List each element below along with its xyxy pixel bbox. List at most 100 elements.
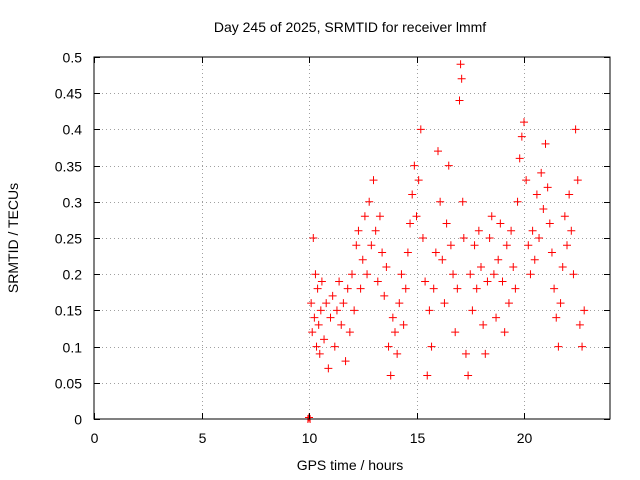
data-point (481, 349, 490, 358)
data-point (423, 371, 432, 380)
data-point (371, 226, 380, 235)
data-point (539, 205, 548, 214)
data-point (316, 306, 325, 315)
data-point (395, 299, 404, 308)
x-tick-label: 5 (199, 430, 207, 446)
data-point (517, 132, 526, 141)
data-point (468, 306, 477, 315)
data-point (575, 320, 584, 329)
data-point (550, 284, 559, 293)
data-point (307, 299, 316, 308)
data-point (358, 255, 367, 264)
y-tick-label: 0 (74, 412, 82, 428)
data-point (352, 241, 361, 250)
data-point (391, 328, 399, 337)
data-point (341, 357, 350, 366)
data-point (449, 270, 458, 279)
data-point (330, 342, 339, 351)
data-point (446, 241, 455, 250)
data-point (308, 328, 317, 337)
data-point (373, 277, 382, 286)
data-point (438, 255, 447, 264)
data-point (455, 96, 464, 105)
data-points (303, 60, 589, 423)
data-point (442, 219, 451, 228)
data-point (520, 118, 528, 127)
data-point (326, 313, 335, 322)
y-tick-label: 0.15 (55, 303, 82, 319)
y-axis-label: SRMTID / TECUs (5, 183, 21, 293)
data-point (416, 125, 425, 134)
data-point (464, 371, 473, 380)
data-point (554, 342, 563, 351)
y-tick-label: 0.2 (63, 267, 83, 283)
data-point (535, 234, 544, 242)
data-point (418, 234, 427, 242)
data-point (406, 219, 415, 228)
data-point (492, 313, 501, 322)
data-point (367, 241, 376, 250)
y-tick-label: 0.45 (55, 86, 82, 102)
data-point (386, 371, 395, 380)
data-point (365, 197, 374, 206)
data-point (522, 176, 531, 185)
data-point (571, 125, 580, 134)
data-point (578, 342, 587, 351)
y-tick-label: 0.4 (63, 122, 83, 138)
data-point (470, 241, 479, 250)
data-point (513, 197, 522, 206)
data-point (421, 277, 430, 286)
data-point (487, 212, 496, 221)
data-point (457, 74, 466, 83)
data-point (547, 248, 556, 257)
data-point (332, 306, 341, 315)
x-tick-label: 20 (517, 430, 533, 446)
data-point (337, 320, 346, 329)
data-point (397, 270, 406, 279)
data-point (524, 241, 533, 250)
data-point (530, 255, 539, 264)
data-point (509, 262, 518, 271)
data-point (350, 306, 359, 315)
data-point (425, 306, 434, 315)
data-point (427, 342, 436, 351)
data-point (313, 284, 322, 293)
data-point (498, 277, 507, 286)
data-point (459, 234, 468, 242)
y-tick-label: 0.1 (63, 340, 83, 356)
data-point (360, 212, 369, 221)
data-point (526, 270, 535, 279)
data-point (354, 226, 363, 235)
axis-ticks: 0 0.05 0.1 0.15 0.2 0.25 0.3 0.35 0.4 0.45 0.5 0 5 10… (55, 50, 610, 446)
data-point (403, 248, 412, 257)
data-point (412, 212, 421, 221)
data-point (504, 299, 513, 308)
data-point (500, 328, 509, 337)
data-point (345, 328, 354, 337)
data-point (382, 262, 391, 271)
data-point (489, 270, 498, 279)
data-point (507, 226, 516, 235)
data-point (429, 284, 438, 293)
data-point (565, 190, 574, 199)
data-point (322, 299, 331, 308)
y-tick-label: 0.3 (63, 195, 83, 211)
data-point (317, 277, 326, 286)
data-point (552, 313, 561, 322)
data-point (434, 147, 442, 156)
data-point (474, 226, 483, 235)
data-point (558, 262, 567, 271)
data-point (580, 306, 589, 315)
data-point (320, 335, 329, 344)
data-point (399, 320, 408, 329)
x-tick-label: 10 (302, 430, 318, 446)
data-point (384, 342, 393, 351)
data-point (477, 262, 485, 271)
data-point (511, 284, 520, 293)
data-point (472, 284, 481, 293)
data-point (436, 197, 445, 206)
data-point (545, 219, 554, 228)
chart-title: Day 245 of 2025, SRMTID for receiver lmm… (214, 19, 486, 35)
data-point (502, 241, 511, 250)
